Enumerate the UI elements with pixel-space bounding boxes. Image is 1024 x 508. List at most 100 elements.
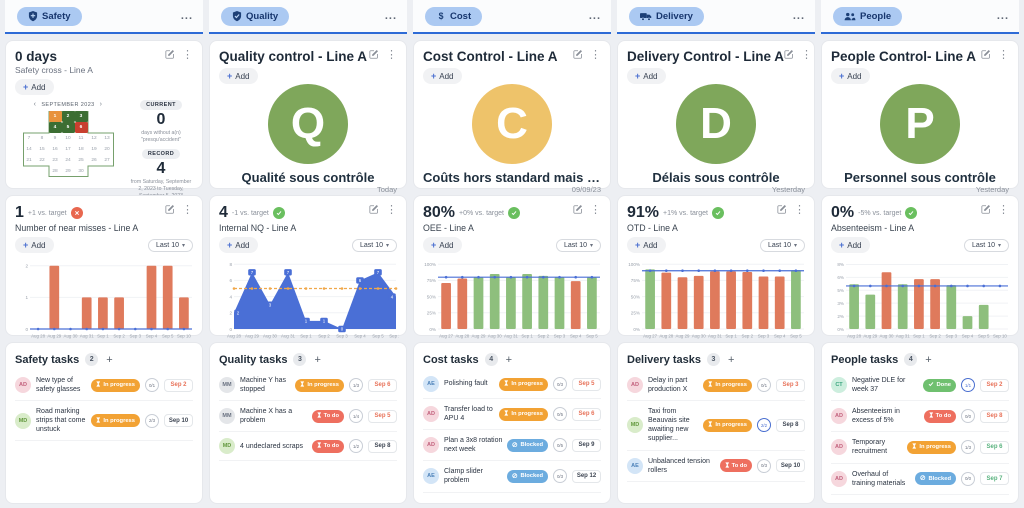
calendar-day[interactable]: 20 (104, 147, 110, 152)
calendar-day[interactable]: 10 (65, 136, 71, 141)
calendar-day[interactable]: 13 (104, 136, 110, 141)
due-date-chip[interactable]: Sep 10 (164, 414, 193, 428)
calendar-day[interactable]: 8 (40, 136, 44, 141)
calendar-day[interactable]: 26 (91, 158, 97, 163)
column-menu-button[interactable]: ... (588, 10, 601, 22)
kebab-menu-icon[interactable]: ⋮ (182, 49, 193, 61)
task-row[interactable]: AD New type of safety glasses In progres… (15, 370, 193, 402)
range-dropdown[interactable]: Last 10 ▾ (352, 238, 397, 252)
task-row[interactable]: AE Unbalanced tension rollers To do 0/3 … (627, 451, 805, 482)
kebab-menu-icon[interactable]: ⋮ (386, 49, 397, 61)
calendar-day[interactable]: 30 (78, 169, 84, 174)
add-task-button[interactable]: + (505, 353, 513, 366)
kebab-menu-icon[interactable]: ⋮ (386, 204, 397, 216)
calendar-day[interactable]: 6 (74, 122, 88, 133)
calendar-day[interactable]: 5 (61, 122, 75, 133)
due-date-chip[interactable]: Sep 9 (572, 438, 601, 452)
calendar-day[interactable]: 11 (78, 136, 84, 141)
tab[interactable]: Safety (17, 6, 82, 26)
due-date-chip[interactable]: Sep 8 (980, 409, 1009, 423)
edit-icon[interactable] (369, 204, 379, 216)
add-button[interactable]: + Add (831, 237, 870, 253)
kebab-menu-icon[interactable]: ⋮ (794, 204, 805, 216)
calendar-day[interactable]: 19 (91, 147, 97, 152)
due-date-chip[interactable]: Sep 6 (572, 407, 601, 421)
due-date-chip[interactable]: Sep 3 (776, 378, 805, 392)
calendar-day[interactable]: 23 (52, 158, 58, 163)
calendar-day[interactable]: 27 (104, 158, 110, 163)
kebab-menu-icon[interactable]: ⋮ (182, 204, 193, 216)
calendar-day[interactable]: 1 (48, 111, 62, 122)
kebab-menu-icon[interactable]: ⋮ (801, 49, 813, 61)
add-task-button[interactable]: + (106, 353, 113, 366)
calendar-day[interactable]: 15 (39, 147, 45, 152)
tab[interactable]: Quality (221, 6, 290, 26)
calendar-day[interactable]: 4 (48, 122, 62, 133)
task-row[interactable]: MM Machine Y has stopped In progress 1/3… (219, 370, 397, 402)
range-dropdown[interactable]: Last 10 ▾ (148, 238, 193, 252)
kebab-menu-icon[interactable]: ⋮ (590, 49, 601, 61)
kebab-menu-icon[interactable]: ⋮ (998, 204, 1009, 216)
due-date-chip[interactable]: Sep 8 (368, 439, 397, 453)
tab[interactable]: $ Cost (425, 6, 483, 26)
task-row[interactable]: MD Road marking strips that come unstuck… (15, 401, 193, 442)
add-button[interactable]: + Add (219, 237, 258, 253)
range-dropdown[interactable]: Last 10 ▾ (760, 238, 805, 252)
due-date-chip[interactable]: Sep 5 (572, 377, 601, 391)
task-row[interactable]: AD Delay in part production X In progres… (627, 370, 805, 402)
calendar-day[interactable]: 25 (78, 158, 84, 163)
task-row[interactable]: AD Overhaul of training materials Blocke… (831, 464, 1009, 495)
add-button[interactable]: + Add (219, 68, 258, 84)
edit-icon[interactable] (573, 204, 583, 216)
add-button[interactable]: + Add (627, 237, 666, 253)
calendar-day[interactable]: 14 (26, 147, 32, 152)
due-date-chip[interactable]: Sep 7 (980, 472, 1009, 486)
kebab-menu-icon[interactable]: ⋮ (590, 204, 601, 216)
add-button[interactable]: + Add (15, 237, 54, 253)
edit-icon[interactable] (165, 49, 175, 61)
edit-icon[interactable] (573, 49, 583, 61)
calendar-day[interactable]: 24 (65, 158, 71, 163)
column-menu-button[interactable]: ... (180, 10, 193, 22)
add-task-button[interactable]: + (925, 353, 932, 366)
due-date-chip[interactable]: Sep 10 (776, 459, 805, 473)
calendar-day[interactable]: 2 (61, 111, 75, 122)
add-button[interactable]: + Add (831, 68, 870, 84)
calendar-day[interactable]: 12 (91, 136, 97, 141)
add-button[interactable]: + Add (627, 68, 666, 84)
due-date-chip[interactable]: Sep 2 (164, 378, 193, 392)
add-button[interactable]: + Add (15, 79, 54, 95)
calendar-day[interactable]: 29 (65, 169, 71, 174)
edit-icon[interactable] (784, 49, 794, 61)
due-date-chip[interactable]: Sep 5 (368, 409, 397, 423)
add-task-button[interactable]: + (314, 353, 321, 366)
edit-icon[interactable] (981, 204, 991, 216)
task-row[interactable]: MM Machine X has a problem To do 1/4 Sep… (219, 401, 397, 433)
tab[interactable]: People (833, 6, 903, 26)
add-button[interactable]: + Add (423, 237, 462, 253)
task-row[interactable]: CT Negative DLE for week 37 Done 1/1 Sep… (831, 370, 1009, 402)
edit-icon[interactable] (369, 49, 379, 61)
edit-icon[interactable] (165, 204, 175, 216)
add-task-button[interactable]: + (728, 353, 735, 366)
calendar-day[interactable]: 18 (78, 147, 84, 152)
column-menu-button[interactable]: ... (792, 10, 805, 22)
edit-icon[interactable] (981, 49, 991, 61)
calendar-day[interactable]: 22 (39, 158, 45, 163)
due-date-chip[interactable]: Sep 2 (980, 378, 1009, 392)
edit-icon[interactable] (777, 204, 787, 216)
calendar-day[interactable]: 28 (52, 169, 58, 174)
calendar-prev-button[interactable]: ‹ (33, 101, 37, 108)
calendar-next-button[interactable]: › (99, 101, 103, 108)
due-date-chip[interactable]: Sep 8 (776, 418, 805, 432)
task-row[interactable]: AE Polishing fault In progress 0/3 Sep 5 (423, 370, 601, 399)
task-row[interactable]: AD Absenteeism in excess of 5% To do 0/0… (831, 401, 1009, 433)
calendar-day[interactable]: 21 (26, 158, 32, 163)
task-row[interactable]: AE Clamp slider problem Blocked 0/3 Sep … (423, 461, 601, 493)
task-row[interactable]: MD 4 undeclared scraps To do 1/2 Sep 8 (219, 432, 397, 462)
task-row[interactable]: MD Taxi from Beauvais site awaiting new … (627, 401, 805, 451)
calendar-day[interactable]: 17 (65, 147, 71, 152)
due-date-chip[interactable]: Sep 12 (572, 469, 601, 483)
task-row[interactable]: AD Temporary recruitment In progress 1/3… (831, 432, 1009, 464)
range-dropdown[interactable]: Last 10 ▾ (556, 238, 601, 252)
